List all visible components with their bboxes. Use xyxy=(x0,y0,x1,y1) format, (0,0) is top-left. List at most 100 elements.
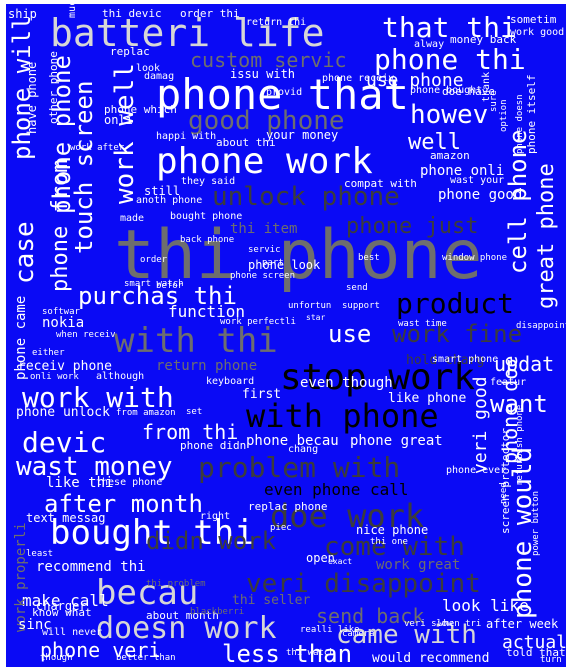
word-look: look xyxy=(136,63,161,74)
word-work-great: work great xyxy=(376,557,461,573)
word-send-back: send back xyxy=(316,604,425,628)
word-didn-work: didn work xyxy=(146,527,277,555)
word-thi-phone: thi phone xyxy=(114,216,483,295)
word-devic: devic xyxy=(22,426,107,459)
word-stop-work: stop work xyxy=(280,357,476,398)
word-exact: exact xyxy=(328,557,353,566)
word-support: support xyxy=(342,301,380,311)
word-phone-ever: phone ever xyxy=(446,465,507,476)
word-batteri-life: batteri life xyxy=(50,11,325,55)
word-from-amazon: from amazon xyxy=(116,408,176,418)
word-phone-unlock: phone unlock xyxy=(16,405,110,420)
word-phone-work: phone work xyxy=(156,141,373,182)
word-work-after: work after xyxy=(70,143,125,153)
word-about-thi: about thi xyxy=(216,136,276,149)
word-have-phone: have phone xyxy=(25,61,39,134)
word-like-thi: like thi xyxy=(46,475,114,491)
word-unfortun: unfortun xyxy=(288,301,332,311)
word-come-with: come with xyxy=(324,532,465,562)
word-will-never: will never xyxy=(42,627,103,638)
word-these-phone: these phone xyxy=(96,477,163,488)
word-purchas-thi: purchas thi xyxy=(78,282,237,310)
word-make-call: make call xyxy=(22,591,109,610)
word-charger: charger xyxy=(36,599,87,613)
word-other-phone: other phone xyxy=(47,51,60,124)
word-sure: sure xyxy=(489,90,499,112)
word-actual: actual xyxy=(502,632,566,653)
word-order: order xyxy=(140,255,168,265)
word-phone-great: phone great xyxy=(350,433,443,449)
word-softwar: softwar xyxy=(42,307,80,317)
word-use-phone: use phone xyxy=(366,70,464,91)
word-open: open xyxy=(306,551,335,565)
word-want: want xyxy=(490,390,548,418)
word-thi-one: thi one xyxy=(370,537,408,547)
word-great-phone: great phone xyxy=(534,163,559,309)
word-from-thi: from thi xyxy=(142,420,239,444)
word-cloud-board: thi phone batteri life phone that phone wor… xyxy=(6,4,566,667)
word-money-back: money back xyxy=(450,33,517,46)
word-window-phone: window phone xyxy=(442,253,508,263)
word-howev: howev xyxy=(410,100,489,130)
word-work-properli: work properli xyxy=(13,522,29,632)
word-star: star xyxy=(306,313,326,322)
word-much: much xyxy=(67,4,78,18)
word-doe-have: doe have xyxy=(442,85,495,98)
word-veri-disappoint: veri disappoint xyxy=(246,569,481,599)
word-good-phone: good phone xyxy=(188,106,345,136)
word-hold-charg: hold charg xyxy=(406,353,485,368)
word-camera: camera xyxy=(342,629,375,639)
word-problem-with: problem with xyxy=(198,451,401,484)
word-nokia: nokia xyxy=(42,315,85,331)
word-would-recommend: would recommend xyxy=(372,651,490,666)
word-best: best xyxy=(358,253,380,263)
word-ship: ship xyxy=(8,7,37,21)
word-less-than: less than xyxy=(222,640,353,667)
word-power-button: power button xyxy=(531,490,541,556)
word-order-thi: order thi xyxy=(180,7,240,20)
word-phone-that: phone that xyxy=(156,70,409,119)
word-phone-screen: phone screen xyxy=(230,271,296,281)
word-well: well xyxy=(408,130,461,155)
word-realli-like: realli like xyxy=(300,625,360,635)
word-phone-which: phone which xyxy=(104,103,177,116)
word-text-messag: text messag xyxy=(26,511,106,525)
word-thi-seller: thi seller xyxy=(232,593,311,608)
word-least: least xyxy=(26,549,54,559)
word-phone-becau: phone becau xyxy=(246,433,339,449)
word-work-with: work with xyxy=(22,381,174,414)
word-better-than: better than xyxy=(116,653,176,663)
word-phone-bought: phone bought xyxy=(410,85,483,96)
word-updat: updat xyxy=(494,352,555,376)
word-keyboard: keyboard xyxy=(206,376,255,387)
word-piec: piec xyxy=(270,523,292,533)
word-wast-time: wast time xyxy=(398,319,447,329)
word-sometim: sometim xyxy=(510,13,557,26)
word-onli: onli xyxy=(104,113,133,127)
word-first: first xyxy=(242,387,282,402)
word-thi-devic: thi devic xyxy=(102,7,162,20)
word-anoth-phone: anoth phone xyxy=(136,195,203,206)
word-screen-protector: screen protector xyxy=(499,428,512,534)
word-unlock-phone: unlock phone xyxy=(212,182,400,212)
word-with-phone: with phone xyxy=(246,397,439,435)
word-wast-your: wast your xyxy=(450,175,505,186)
word-replac-phone: replac phone xyxy=(248,500,328,513)
word-they-said: they said xyxy=(181,176,236,187)
word-even-though: even though xyxy=(300,375,393,391)
word-sinc: sinc xyxy=(18,617,52,633)
word-back-phone: back phone xyxy=(180,235,235,245)
word-when-tri: when tri xyxy=(438,619,482,629)
word-know-what: know what xyxy=(32,606,92,619)
word-work-fine: work fine xyxy=(392,320,523,348)
word-right: right xyxy=(200,511,231,522)
word-like-phone: like phone xyxy=(388,391,467,406)
word-option: option xyxy=(499,99,509,132)
word-phone-good: phone good xyxy=(438,187,523,203)
word-veri-slow: veri slow xyxy=(404,619,453,629)
word-work-well: work well xyxy=(110,63,140,204)
word-refurbish-phone: refurbish phone xyxy=(515,404,525,486)
word-befor: befor xyxy=(156,281,184,291)
word-your-money: your money xyxy=(266,128,339,142)
